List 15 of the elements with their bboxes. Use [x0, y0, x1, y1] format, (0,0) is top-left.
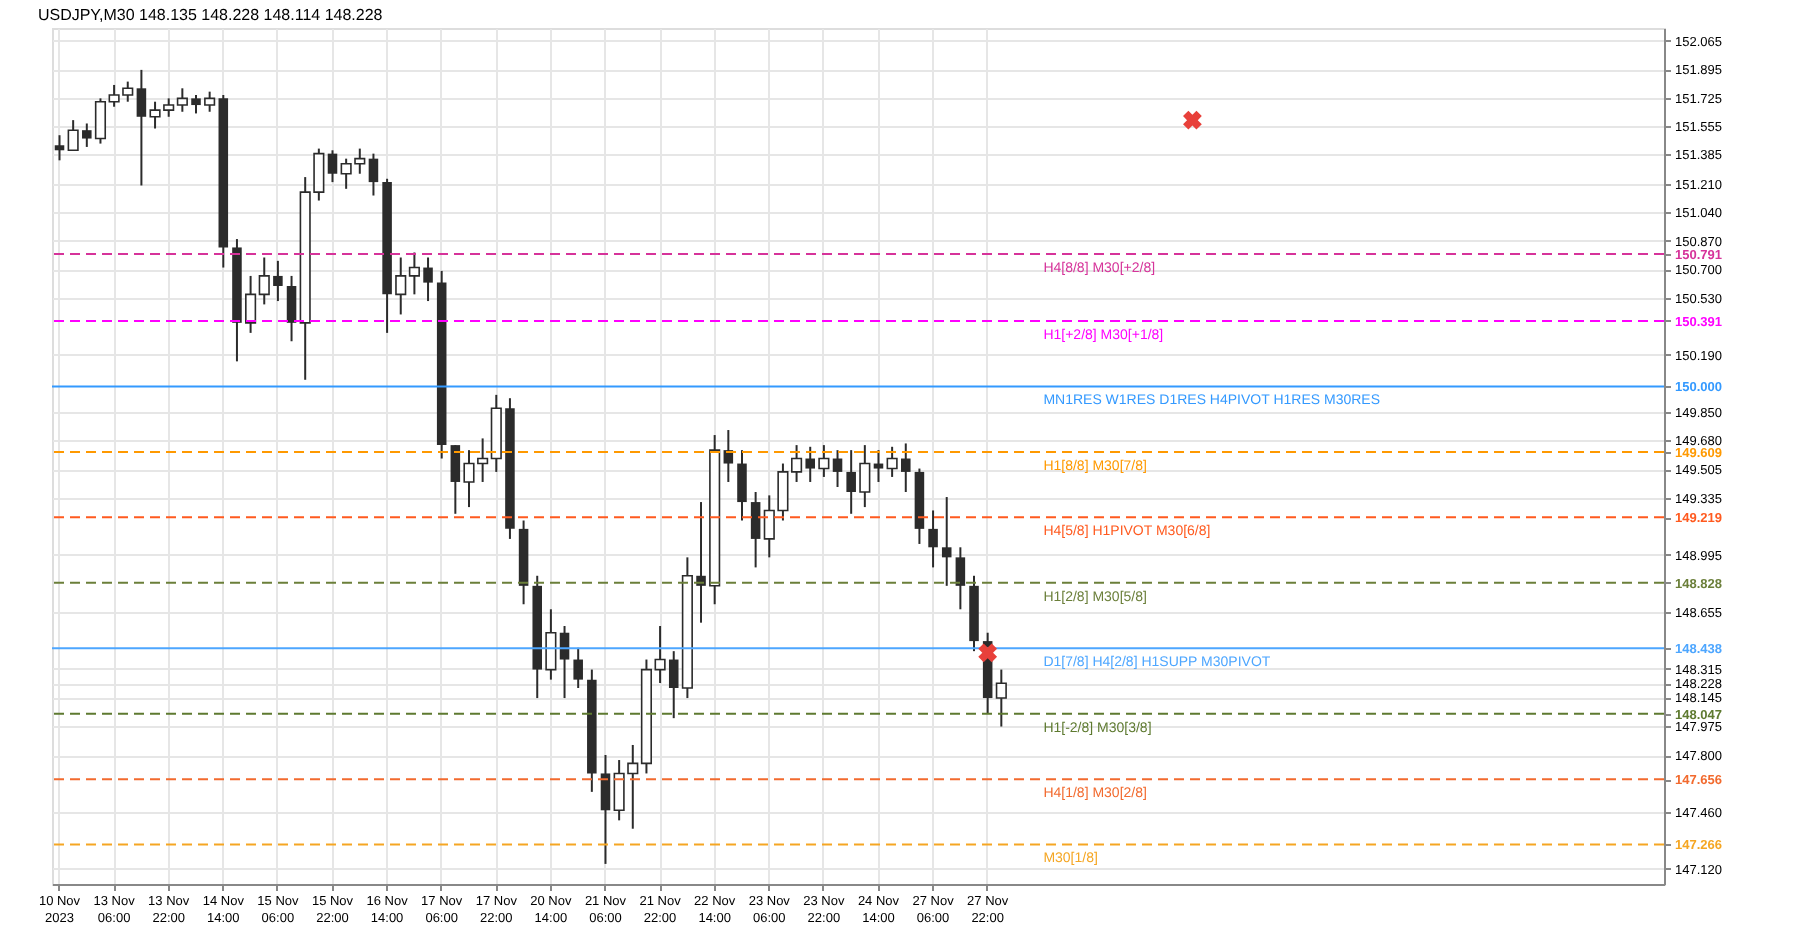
candlestick: [873, 449, 884, 483]
candlestick: [750, 491, 761, 569]
candlestick: [928, 509, 938, 569]
candlestick: [573, 646, 583, 690]
candlestick: [737, 449, 747, 522]
candlestick: [832, 449, 843, 488]
candlestick: [54, 134, 65, 162]
chart-title: USDJPY,M30 148.135 148.228 148.114 148.228: [37, 6, 384, 24]
candlestick: [941, 496, 952, 587]
candlestick: [955, 546, 966, 611]
candlestick: [600, 754, 611, 865]
candlestick: [368, 152, 379, 197]
candlestick: [327, 149, 338, 184]
candlestick: [995, 668, 1007, 728]
candlestick: [286, 274, 297, 343]
